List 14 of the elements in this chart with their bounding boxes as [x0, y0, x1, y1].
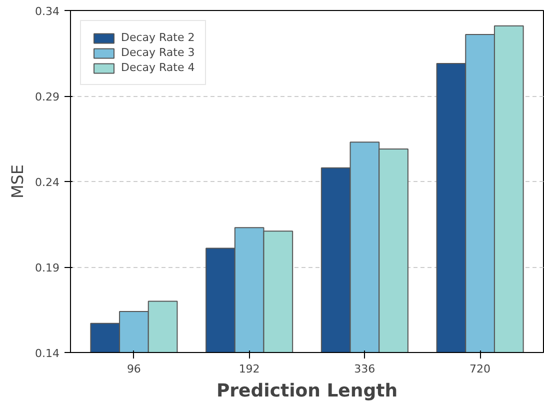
- legend-label: Decay Rate 2: [121, 31, 195, 44]
- x-tick-label: 336: [354, 362, 376, 376]
- x-tick-label: 192: [238, 362, 260, 376]
- y-tick-label: 0.19: [35, 262, 60, 274]
- x-axis-title: Prediction Length: [216, 380, 398, 402]
- legend-label: Decay Rate 4: [121, 61, 195, 74]
- x-tick-label: 96: [126, 362, 141, 376]
- y-tick-label: 0.29: [35, 90, 60, 104]
- y-axis-title: MSE: [8, 164, 28, 199]
- x-tick-label: 720: [470, 362, 491, 376]
- y-tick-label: 0.14: [35, 347, 60, 360]
- legend-label: Decay Rate 3: [121, 46, 195, 59]
- y-tick-label: 0.34: [35, 5, 60, 18]
- y-tick-label: 0.24: [35, 176, 60, 189]
